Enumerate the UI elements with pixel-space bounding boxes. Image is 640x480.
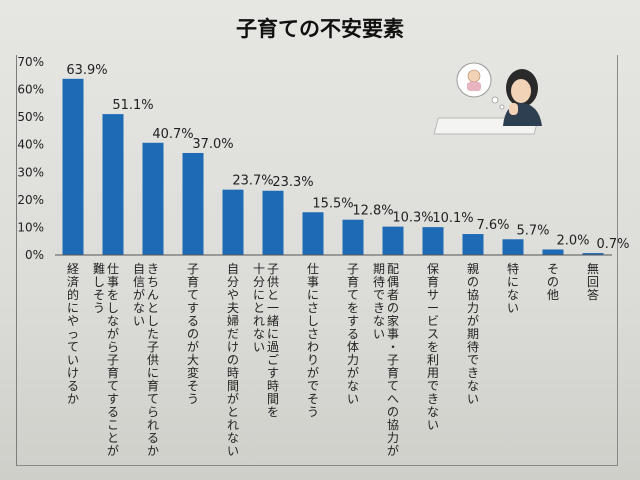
- value-label: 40.7%: [152, 127, 193, 142]
- bar: [582, 253, 604, 255]
- value-label: 2.0%: [556, 233, 589, 248]
- y-tick-label: 70%: [17, 55, 44, 69]
- category-label: 特にない: [507, 261, 519, 315]
- value-label: 5.7%: [516, 223, 549, 238]
- category-label: 子育てをする体力がない: [347, 262, 359, 406]
- y-tick-label: 20%: [17, 193, 44, 207]
- value-label: 63.9%: [66, 63, 107, 78]
- value-label: 51.1%: [112, 98, 153, 113]
- y-tick-label: 30%: [17, 165, 44, 179]
- category-label: 自信がない: [133, 262, 145, 328]
- value-label: 10.1%: [432, 211, 473, 226]
- bar: [222, 189, 244, 255]
- category-label: 子供と一緒に過ごす時間を: [267, 262, 279, 419]
- bar: [102, 114, 124, 255]
- category-label: 親の協力が期待できない: [467, 262, 479, 406]
- value-label: 0.7%: [596, 237, 629, 252]
- category-label: 期待できない: [373, 262, 385, 341]
- category-label: 仕事にさしさわりがでそう: [307, 262, 319, 419]
- category-label: 仕事をしながら子育てすることが: [107, 262, 119, 458]
- bar: [182, 152, 204, 255]
- category-label: 自分や夫婦だけの時間がとれない: [227, 262, 239, 458]
- category-label: 十分にとれない: [253, 262, 265, 354]
- value-label: 7.6%: [476, 218, 509, 233]
- category-label: 保育サービスを利用できない: [427, 262, 439, 432]
- value-label: 37.0%: [192, 137, 233, 152]
- bar: [262, 190, 284, 255]
- y-tick-label: 10%: [17, 220, 44, 234]
- y-tick-label: 40%: [17, 138, 44, 152]
- value-label: 15.5%: [312, 196, 353, 211]
- y-tick-label: 0%: [25, 248, 44, 262]
- bar: [502, 239, 524, 255]
- y-tick-label: 50%: [17, 110, 44, 124]
- bar: [422, 227, 444, 255]
- category-label: 子育てするのが大変そう: [187, 262, 199, 406]
- value-label: 23.7%: [232, 174, 273, 189]
- value-label: 23.3%: [272, 175, 313, 190]
- category-label: きちんとした子供に育てられるか: [147, 262, 159, 458]
- chart-frame: [16, 55, 618, 466]
- chart-title: 子育ての不安要素: [236, 17, 404, 41]
- bar: [382, 226, 404, 255]
- category-label: 難しそう: [93, 261, 105, 315]
- category-label: 経済的にやっていけるか: [67, 262, 79, 406]
- category-label: 配偶者の家事・子育てへの協力が: [387, 262, 399, 458]
- y-tick-label: 60%: [17, 83, 44, 97]
- bar: [342, 219, 364, 255]
- worried-parent-illustration: [433, 62, 542, 135]
- value-label: 12.8%: [352, 204, 393, 219]
- bar: [62, 78, 84, 255]
- thought-bubble-baby-icon: [456, 62, 505, 110]
- category-label: 無回答: [587, 261, 599, 302]
- woman-icon: [503, 69, 542, 126]
- category-label: その他: [547, 262, 559, 302]
- bar: [142, 142, 164, 255]
- value-label: 10.3%: [392, 211, 433, 226]
- bar: [302, 212, 324, 255]
- bar: [462, 234, 484, 255]
- bar: [542, 249, 564, 255]
